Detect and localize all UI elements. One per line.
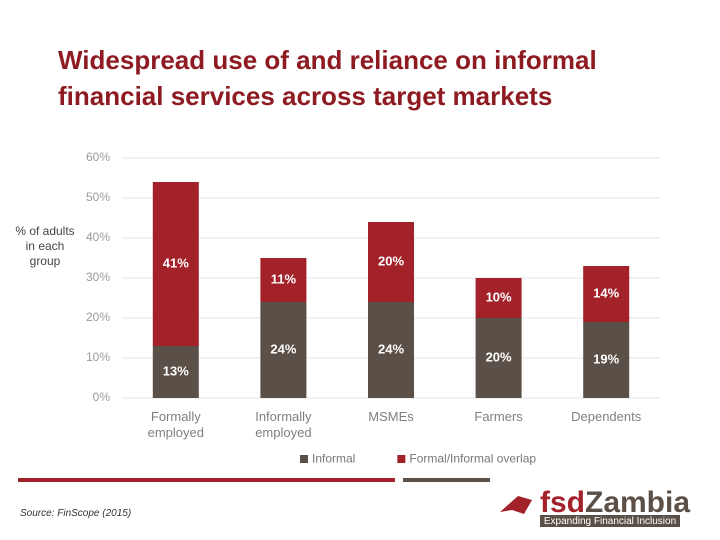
logo-icon [500,496,532,514]
value-label: 20% [486,349,512,364]
value-label: 24% [270,341,296,356]
value-label: 13% [163,363,189,378]
bar-segment [368,222,414,302]
bar-segment [260,302,307,398]
value-label: 10% [486,289,512,304]
bar-segment [152,346,199,398]
logo-tagline: Expanding Financial Inclusion [544,516,676,527]
logo: fsdZambia Expanding Financial Inclusion [500,486,690,527]
value-label: 41% [163,255,189,270]
x-tick-label: Farmers [474,409,523,424]
title: Widespread use of and reliance on inform… [58,45,597,111]
y-tick-label: 0% [93,390,111,404]
value-label: 19% [593,351,619,366]
x-tick-label: Dependents [571,409,642,424]
source: Source: FinScope (2015) [20,508,132,519]
logo-band [540,515,680,527]
bar-segment [583,322,630,398]
y-tick-label: 10% [86,350,110,364]
legend-swatch [300,455,308,463]
y-axis-label: % of adults in each group [15,224,75,268]
value-label: 14% [593,285,619,300]
y-tick-label: 50% [86,190,110,204]
value-label: 24% [378,341,404,356]
logo-prefix: fsd [540,486,585,519]
bar-segment [260,258,307,302]
decor-line [18,478,395,482]
logo-name: Zambia [585,486,690,519]
y-tick-label: 60% [86,150,110,164]
y-tick-label: 30% [86,270,110,284]
legend-label: Informal [312,452,355,466]
value-label: 11% [271,271,297,286]
legend-label: Formal/Informal overlap [409,452,536,466]
bar-segment [583,266,630,322]
legend-swatch [397,455,406,463]
logo-text: fsdZambia [540,486,690,519]
x-tick-label: Informally employed [255,409,312,440]
x-tick-label: MSMEs [368,409,414,424]
x-tick-label: Formally employed [147,409,204,440]
bar-segment [152,182,199,346]
bar-segment [368,302,414,398]
value-label: 20% [378,253,404,268]
decor-line [403,478,490,482]
y-tick-label: 20% [86,310,110,324]
bar-segment [475,278,522,318]
bar-segment [475,318,522,398]
y-tick-label: 40% [86,230,110,244]
